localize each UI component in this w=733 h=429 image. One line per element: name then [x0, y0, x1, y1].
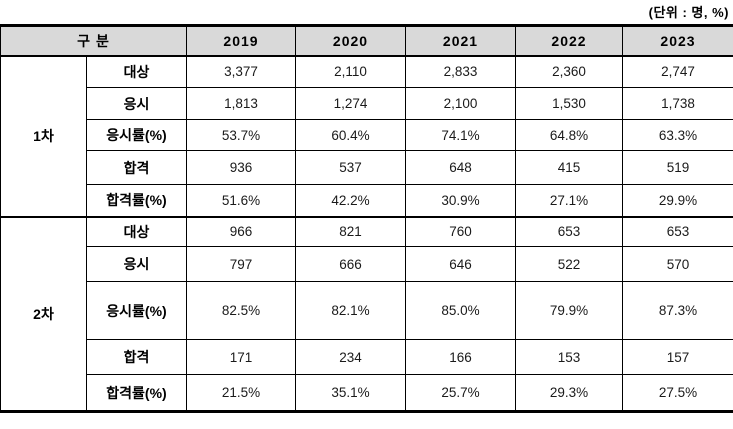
year-header-2023: 2023	[622, 24, 733, 57]
data-cell: 519	[622, 150, 733, 185]
data-cell: 537	[295, 150, 406, 185]
metric-label: 합격률(%)	[86, 184, 187, 217]
data-cell: 3,377	[186, 55, 296, 88]
data-cell: 171	[186, 339, 296, 375]
data-cell: 82.1%	[295, 281, 406, 340]
data-cell: 87.3%	[622, 281, 733, 340]
data-cell: 21.5%	[186, 374, 296, 413]
data-cell: 415	[515, 150, 623, 185]
data-cell: 51.6%	[186, 184, 296, 217]
unit-note: (단위 : 명, %)	[648, 5, 729, 20]
table-row: 응시률(%) 82.5% 82.1% 85.0% 79.9% 87.3%	[1, 281, 733, 340]
data-cell: 79.9%	[515, 281, 623, 340]
data-cell: 157	[622, 339, 733, 375]
data-cell: 1,738	[622, 87, 733, 120]
data-cell: 30.9%	[405, 184, 516, 217]
data-cell: 234	[295, 339, 406, 375]
data-cell: 29.3%	[515, 374, 623, 413]
metric-label: 대상	[86, 55, 187, 88]
table-row: 합격률(%) 51.6% 42.2% 30.9% 27.1% 29.9%	[1, 184, 733, 217]
table-row: 1차 대상 3,377 2,110 2,833 2,360 2,747	[0, 55, 733, 217]
data-cell: 35.1%	[295, 374, 406, 413]
data-cell: 153	[515, 339, 623, 375]
metric-label: 응시률(%)	[86, 281, 187, 340]
data-cell: 42.2%	[295, 184, 406, 217]
data-cell: 646	[405, 246, 516, 282]
statistics-table: 구 분 2019 2020 2021 2022 2023 1차 대상 3,377…	[0, 24, 733, 413]
data-cell: 821	[295, 215, 406, 247]
metric-label: 응시률(%)	[86, 119, 187, 151]
corner-header: 구 분	[0, 24, 187, 57]
table-row: 응시 797 666 646 522 570	[1, 246, 733, 282]
data-cell: 2,833	[405, 55, 516, 88]
year-header-2019: 2019	[186, 24, 296, 57]
data-cell: 64.8%	[515, 119, 623, 151]
data-cell: 936	[186, 150, 296, 185]
data-cell: 166	[405, 339, 516, 375]
data-cell: 2,360	[515, 55, 623, 88]
data-cell: 522	[515, 246, 623, 282]
data-cell: 82.5%	[186, 281, 296, 340]
data-cell: 60.4%	[295, 119, 406, 151]
data-cell: 966	[186, 215, 296, 247]
section-label-round2: 2차	[0, 215, 87, 413]
data-cell: 1,530	[515, 87, 623, 120]
table-row: 합격 171 234 166 153 157	[1, 339, 733, 375]
data-cell: 25.7%	[405, 374, 516, 413]
table-row: 2차 대상 966 821 760 653 653	[0, 215, 733, 413]
metric-label: 대상	[86, 215, 187, 247]
data-cell: 648	[405, 150, 516, 185]
data-cell: 797	[186, 246, 296, 282]
data-cell: 63.3%	[622, 119, 733, 151]
table-row: 합격률(%) 21.5% 35.1% 25.7% 29.3% 27.5%	[1, 374, 733, 413]
data-cell: 653	[622, 215, 733, 247]
data-cell: 1,813	[186, 87, 296, 120]
year-header-2021: 2021	[405, 24, 516, 57]
table-row: 응시 1,813 1,274 2,100 1,530 1,738	[1, 87, 733, 120]
data-cell: 27.5%	[622, 374, 733, 413]
metric-label: 합격	[86, 339, 187, 375]
data-cell: 653	[515, 215, 623, 247]
data-cell: 666	[295, 246, 406, 282]
section-label-round1: 1차	[0, 55, 87, 217]
year-header-2020: 2020	[295, 24, 406, 57]
data-cell: 2,110	[295, 55, 406, 88]
data-cell: 760	[405, 215, 516, 247]
data-cell: 2,747	[622, 55, 733, 88]
data-cell: 1,274	[295, 87, 406, 120]
data-cell: 2,100	[405, 87, 516, 120]
data-cell: 570	[622, 246, 733, 282]
data-cell: 85.0%	[405, 281, 516, 340]
metric-label: 응시	[86, 87, 187, 120]
metric-label: 응시	[86, 246, 187, 282]
header-row: 구 분 2019 2020 2021 2022 2023	[0, 24, 733, 57]
metric-label: 합격률(%)	[86, 374, 187, 413]
data-cell: 53.7%	[186, 119, 296, 151]
table-row: 응시률(%) 53.7% 60.4% 74.1% 64.8% 63.3%	[1, 119, 733, 151]
metric-label: 합격	[86, 150, 187, 185]
table-row: 합격 936 537 648 415 519	[1, 150, 733, 185]
data-cell: 29.9%	[622, 184, 733, 217]
data-cell: 74.1%	[405, 119, 516, 151]
year-header-2022: 2022	[515, 24, 623, 57]
data-cell: 27.1%	[515, 184, 623, 217]
